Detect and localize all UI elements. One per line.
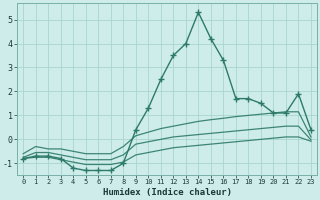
X-axis label: Humidex (Indice chaleur): Humidex (Indice chaleur) xyxy=(103,188,232,197)
